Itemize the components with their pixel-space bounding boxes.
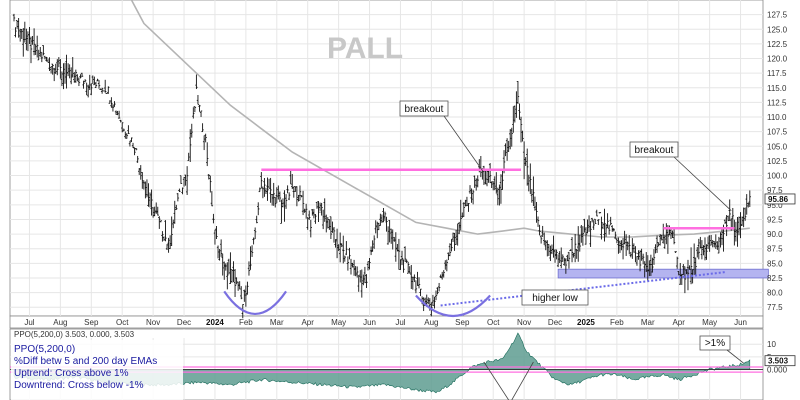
date-tick-label: Jul [395, 318, 405, 327]
ma200-series [130, 0, 750, 238]
rounding-bottom-arc [415, 294, 491, 318]
price-tick-label: 80.0 [767, 289, 783, 298]
threshold-leader [726, 349, 744, 364]
date-tick-label: 2025 [577, 318, 595, 327]
date-tick-label: Oct [487, 318, 500, 327]
price-tick-label: 95.0 [767, 201, 783, 210]
date-tick-label: Oct [116, 318, 129, 327]
callout-leader [673, 156, 732, 211]
date-tick-label: Nov [517, 318, 531, 327]
date-tick-label: Feb [239, 318, 253, 327]
price-tick-label: 105.0 [767, 142, 788, 151]
date-tick-label: Apr [672, 318, 685, 327]
ppo-last-value-label: 3.503 [768, 357, 789, 366]
breakout-annotation: breakout [405, 104, 444, 115]
price-tick-label: 87.5 [767, 245, 783, 254]
ppo-legend-bg [11, 340, 183, 400]
last-price-flag [764, 193, 796, 205]
price-tick-label: 90.0 [767, 230, 783, 239]
price-tick-label: 112.5 [767, 98, 787, 107]
price-tick-label: 92.5 [767, 215, 783, 224]
ma200-line [130, 0, 750, 238]
date-tick-label: Sep [84, 318, 99, 327]
price-tick-label: 110.0 [767, 113, 787, 122]
date-tick-label: Jul [24, 318, 34, 327]
last-price-label: 95.86 [768, 195, 789, 204]
price-tick-label: 117.5 [767, 69, 787, 78]
ppo-annotation-layer: PPO(5,200,0) 3.503, 0.000, 3.503 PPO(5,20… [11, 330, 744, 400]
threshold-callout-box [699, 335, 731, 351]
date-tick-label: Dec [177, 318, 191, 327]
date-tick-label: Feb [610, 318, 624, 327]
callout-box [629, 141, 679, 158]
price-tick-label: 107.5 [767, 128, 788, 137]
callout-leader [443, 115, 485, 173]
price-tick-label: 85.0 [767, 259, 783, 268]
price-tick-label: 82.5 [767, 274, 783, 283]
ppo-legend-line: %Diff betw 5 and 200 day EMAs [14, 356, 157, 367]
date-tick-label: 2024 [206, 318, 224, 327]
price-tick-label: 97.5 [767, 186, 783, 195]
date-tick-label: Mar [641, 318, 655, 327]
date-tick-label: Apr [301, 318, 314, 327]
ppo-leader [483, 361, 510, 400]
higher-low-annotation: higher low [532, 293, 578, 304]
price-bars-series [12, 13, 752, 319]
ppo-legend-line: Downtrend: Cross below -1% [14, 380, 144, 391]
date-tick-label: Mar [270, 318, 284, 327]
ppo-title-bg [11, 330, 191, 338]
price-tick-label: 120.0 [767, 55, 788, 64]
ppo-leader [511, 361, 534, 400]
threshold-callout-text: >1% [705, 338, 725, 349]
chart-title-watermark: PALL [327, 32, 403, 65]
price-tick-label: 125.0 [767, 25, 788, 34]
date-tick-label: Jun [734, 318, 747, 327]
date-tick-label: Aug [53, 318, 67, 327]
date-tick-label: Sep [455, 318, 470, 327]
date-axis-bg [9, 315, 764, 329]
annotation-layer: breakout breakout higher low [223, 100, 735, 318]
date-tick-label: May [331, 318, 346, 327]
price-tick-label: 100.0 [767, 172, 788, 181]
date-tick-label: May [702, 318, 717, 327]
rounding-bottom-arc [223, 290, 287, 316]
date-tick-label: Jun [363, 318, 376, 327]
ppo-title: PPO(5,200,0) 3.503, 0.000, 3.503 [14, 330, 135, 339]
callout-box [521, 289, 589, 306]
ppo-legend-line: Uptrend: Cross above 1% [14, 368, 129, 379]
price-tick-label: 77.5 [767, 303, 783, 312]
price-tick-label: 122.5 [767, 40, 788, 49]
breakout-annotation: breakout [635, 145, 674, 156]
price-tick-label: 115.0 [767, 84, 787, 93]
support-zone-rect [557, 268, 769, 279]
axes-layer: 77.580.082.585.087.590.092.595.097.5100.… [24, 11, 796, 375]
price-tick-label: 102.5 [767, 157, 788, 166]
date-tick-label: Dec [548, 318, 562, 327]
ppo-tick-label: 0.000 [767, 366, 788, 375]
price-tick-label: 127.5 [767, 11, 788, 20]
callout-box [399, 100, 449, 117]
support-resistance-layer [557, 268, 769, 279]
date-tick-label: Aug [424, 318, 438, 327]
date-tick-label: Nov [146, 318, 160, 327]
ppo-legend-line: PPO(5,200,0) [14, 344, 75, 355]
ppo-last-value-flag [764, 355, 796, 367]
ppo-tick-label: 10 [767, 340, 776, 349]
